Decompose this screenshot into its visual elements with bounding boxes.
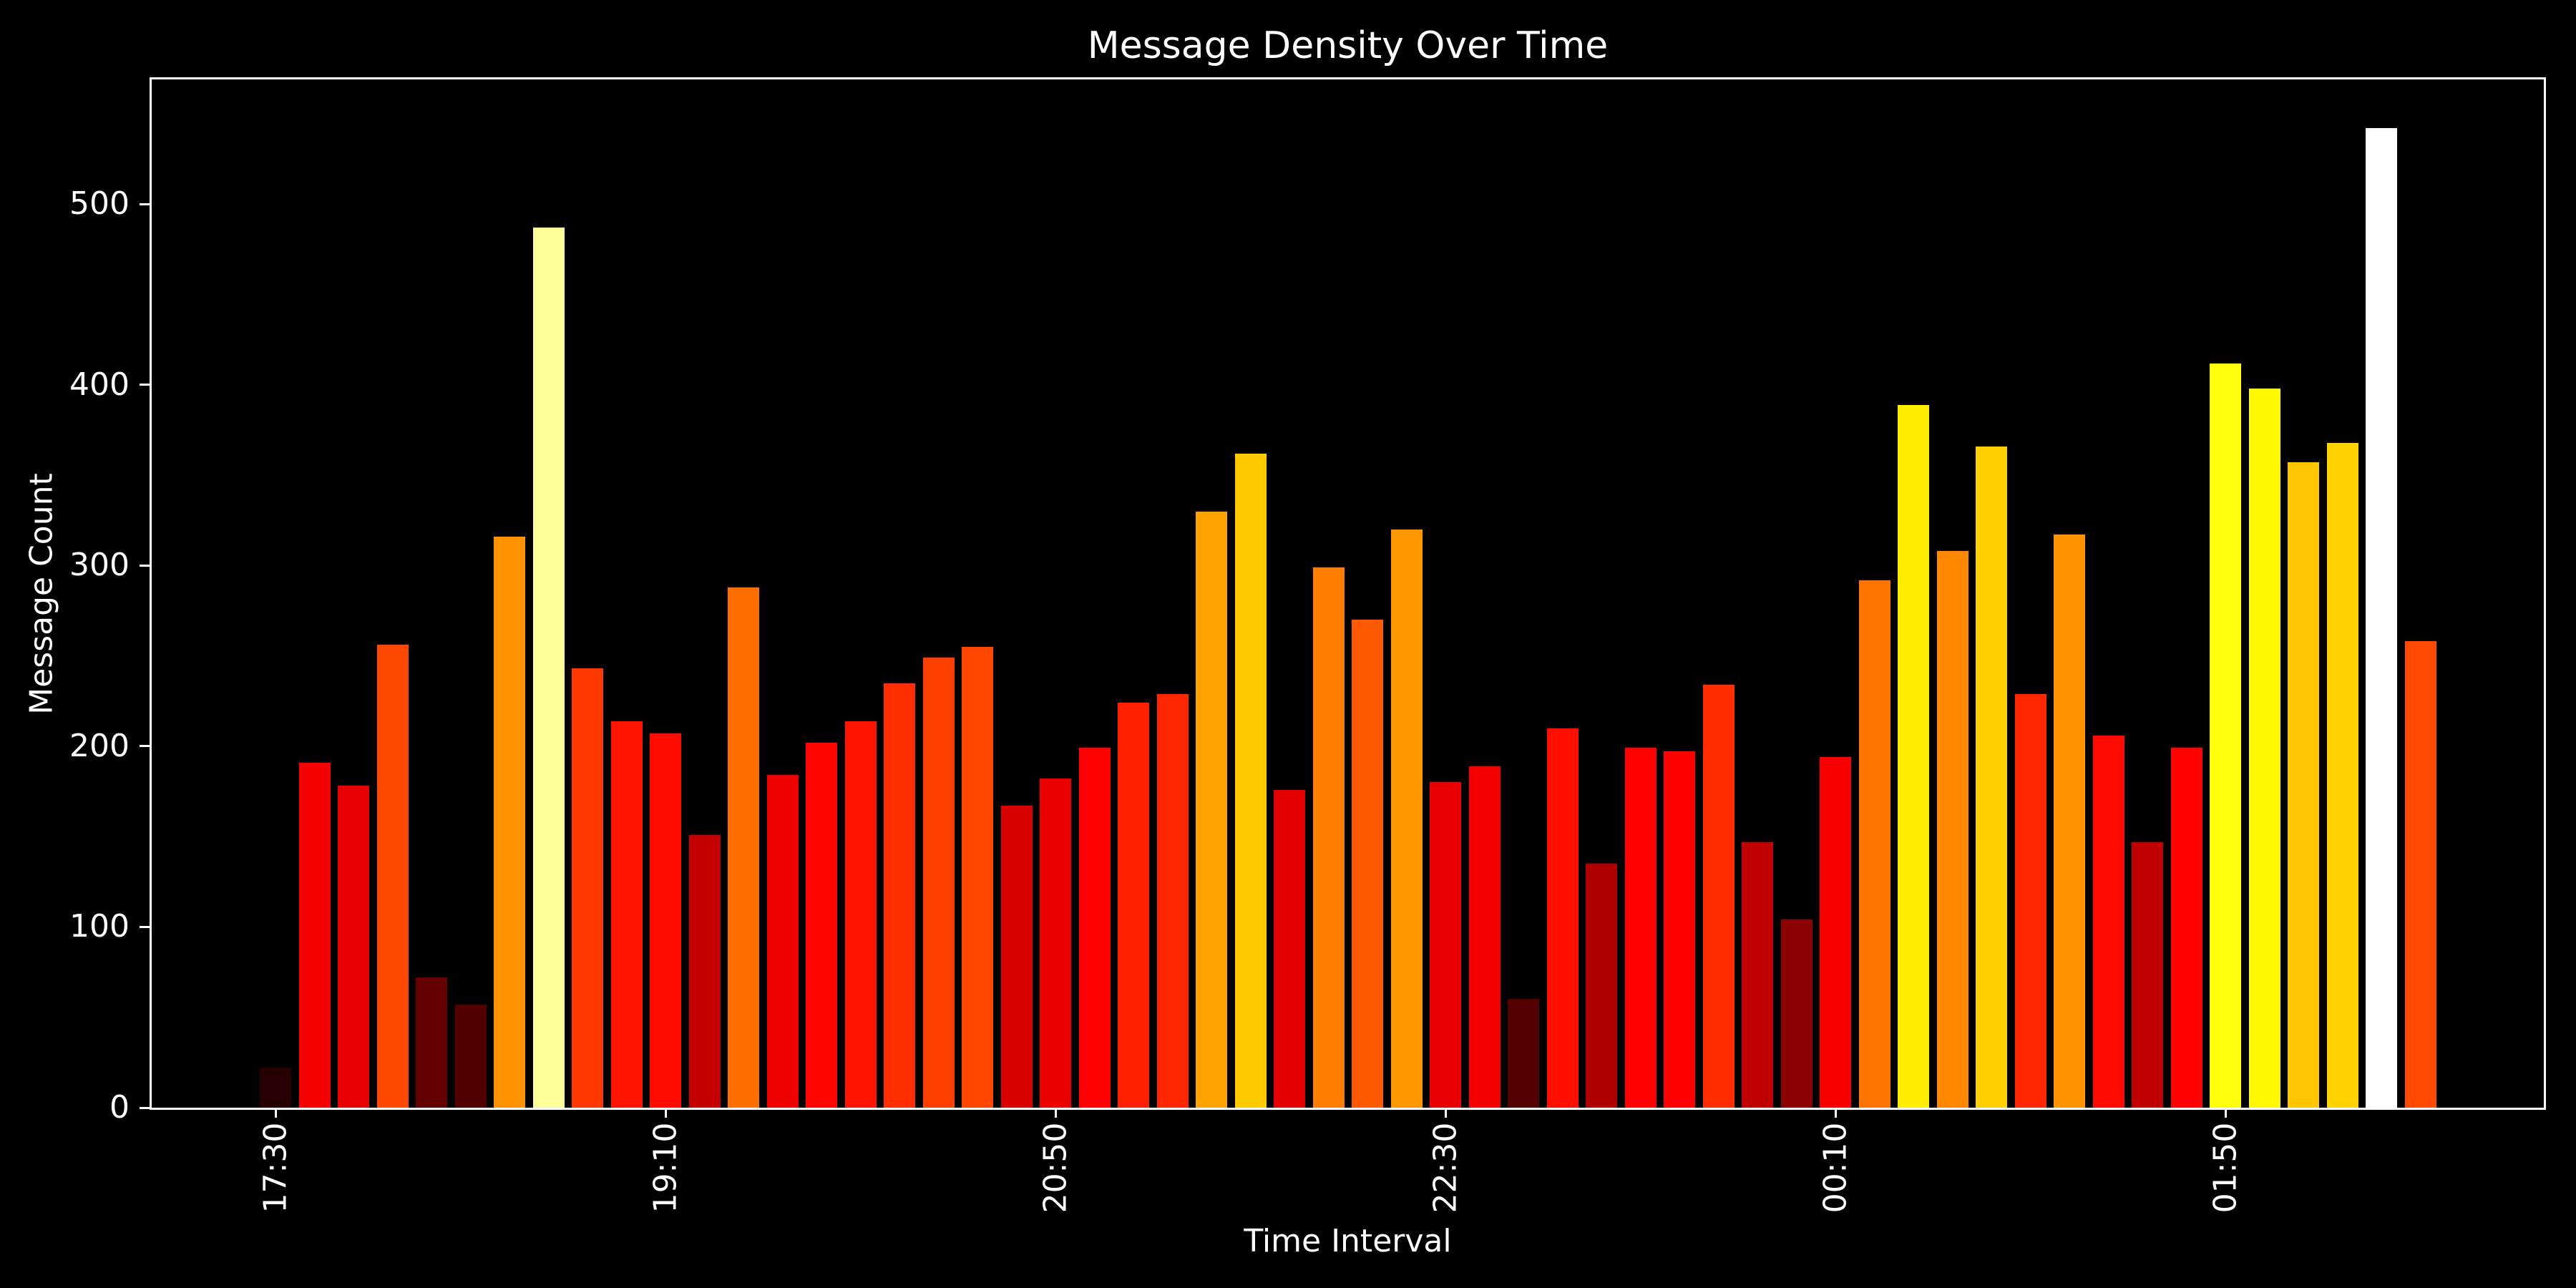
bar-01:30 bbox=[2132, 841, 2163, 1108]
x-tick-mark bbox=[1444, 1108, 1447, 1118]
bar-00:40 bbox=[1936, 551, 1968, 1108]
bar-18:00 bbox=[376, 645, 409, 1108]
bar-23:00 bbox=[1546, 728, 1579, 1108]
y-tick-mark bbox=[140, 384, 150, 386]
bar-19:30 bbox=[728, 587, 759, 1108]
x-tick-label: 01:50 bbox=[2207, 1122, 2244, 1214]
bar-22:10 bbox=[1352, 620, 1383, 1108]
y-tick-mark bbox=[140, 925, 150, 928]
bar-02:10 bbox=[2288, 462, 2319, 1108]
bar-17:40 bbox=[298, 762, 331, 1108]
bar-23:10 bbox=[1586, 864, 1617, 1108]
bar-20:40 bbox=[1000, 806, 1033, 1108]
bar-00:00 bbox=[1780, 919, 1813, 1108]
bar-00:50 bbox=[1976, 446, 2007, 1108]
y-axis-label: Message Count bbox=[23, 473, 60, 715]
bar-01:40 bbox=[2170, 748, 2202, 1108]
x-tick-label: 00:10 bbox=[1817, 1122, 1854, 1214]
bar-22:00 bbox=[1312, 567, 1345, 1108]
y-tick-mark bbox=[140, 203, 150, 205]
y-tick-label: 100 bbox=[69, 908, 130, 945]
bar-22:40 bbox=[1468, 766, 1501, 1108]
y-tick-mark bbox=[140, 745, 150, 748]
x-tick-mark bbox=[274, 1108, 277, 1118]
y-tick-mark bbox=[140, 1106, 150, 1109]
bar-18:50 bbox=[572, 668, 603, 1108]
bar-21:10 bbox=[1118, 703, 1149, 1108]
y-tick-label: 0 bbox=[109, 1089, 130, 1126]
bar-23:20 bbox=[1624, 748, 1657, 1108]
bar-17:50 bbox=[338, 786, 369, 1108]
x-tick-mark bbox=[2224, 1108, 2227, 1118]
bar-21:50 bbox=[1274, 789, 1305, 1108]
bar-01:50 bbox=[2210, 363, 2241, 1108]
bar-00:30 bbox=[1898, 404, 1929, 1108]
bar-19:40 bbox=[766, 775, 799, 1108]
x-tick-mark bbox=[664, 1108, 667, 1118]
bar-20:30 bbox=[962, 647, 993, 1108]
bar-01:00 bbox=[2014, 693, 2046, 1108]
x-tick-mark bbox=[1054, 1108, 1057, 1118]
bar-20:50 bbox=[1040, 779, 1071, 1108]
bar-21:40 bbox=[1234, 453, 1267, 1108]
bar-02:40 bbox=[2404, 641, 2436, 1108]
bar-19:10 bbox=[650, 733, 681, 1108]
bar-01:20 bbox=[2092, 735, 2124, 1108]
bar-20:20 bbox=[922, 658, 955, 1108]
x-tick-label: 19:10 bbox=[647, 1122, 684, 1214]
bar-22:50 bbox=[1508, 999, 1539, 1108]
bar-18:20 bbox=[454, 1005, 487, 1108]
bar-23:50 bbox=[1742, 841, 1773, 1108]
bar-00:20 bbox=[1858, 580, 1890, 1108]
bar-20:10 bbox=[884, 683, 915, 1108]
bar-18:10 bbox=[416, 977, 447, 1108]
x-tick-mark bbox=[1834, 1108, 1837, 1118]
x-tick-label: 17:30 bbox=[257, 1122, 294, 1214]
bar-20:00 bbox=[844, 721, 877, 1108]
bar-19:50 bbox=[806, 742, 837, 1108]
bar-17:30 bbox=[260, 1068, 291, 1108]
bar-02:30 bbox=[2366, 128, 2397, 1108]
bar-21:00 bbox=[1078, 748, 1111, 1108]
chart-title: Message Density Over Time bbox=[1087, 24, 1609, 67]
x-axis-label: Time Interval bbox=[1244, 1223, 1452, 1259]
bar-19:20 bbox=[688, 834, 721, 1108]
bar-00:10 bbox=[1820, 757, 1851, 1108]
bar-21:30 bbox=[1196, 511, 1227, 1108]
bar-01:10 bbox=[2054, 535, 2085, 1108]
bar-22:20 bbox=[1390, 529, 1423, 1108]
bar-23:30 bbox=[1664, 751, 1695, 1108]
bar-02:00 bbox=[2248, 388, 2280, 1108]
x-tick-label: 20:50 bbox=[1037, 1122, 1074, 1214]
y-tick-mark bbox=[140, 564, 150, 567]
bar-23:40 bbox=[1702, 685, 1735, 1108]
y-tick-label: 400 bbox=[69, 366, 130, 403]
y-tick-label: 200 bbox=[69, 727, 130, 764]
x-tick-label: 22:30 bbox=[1427, 1122, 1464, 1214]
bar-19:00 bbox=[610, 721, 643, 1108]
bar-18:30 bbox=[494, 536, 525, 1108]
y-tick-label: 500 bbox=[69, 185, 130, 223]
bar-21:20 bbox=[1156, 693, 1189, 1108]
bar-22:30 bbox=[1430, 782, 1461, 1108]
bar-02:20 bbox=[2326, 442, 2358, 1108]
y-tick-label: 300 bbox=[69, 547, 130, 584]
bar-18:40 bbox=[532, 228, 565, 1108]
